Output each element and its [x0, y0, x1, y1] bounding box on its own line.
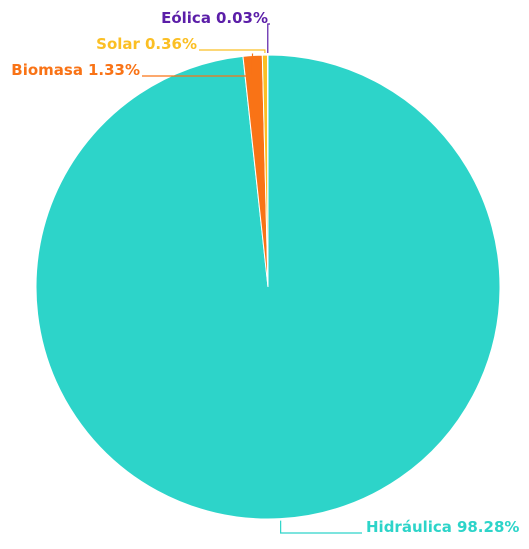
slice-name: Eólica	[161, 9, 211, 27]
slice-value: 1.33%	[88, 61, 140, 79]
leader-line	[199, 50, 265, 53]
slice-label: Hidráulica 98.28%	[366, 518, 519, 536]
slice-label: Eólica 0.03%	[161, 9, 268, 27]
slice-name: Biomasa	[11, 61, 83, 79]
slice-label: Biomasa 1.33%	[11, 61, 140, 79]
slice-value: 0.03%	[216, 9, 268, 27]
slice-label: Solar 0.36%	[96, 35, 197, 53]
slice-name: Hidráulica	[366, 518, 452, 536]
leader-line	[281, 521, 362, 533]
slice-value: 98.28%	[457, 518, 519, 536]
slice-name: Solar	[96, 35, 140, 53]
slice-value: 0.36%	[145, 35, 197, 53]
leader-line	[268, 24, 270, 53]
